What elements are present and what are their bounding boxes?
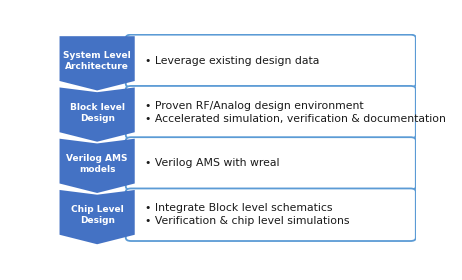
Polygon shape bbox=[60, 87, 135, 142]
Text: • Leverage existing design data: • Leverage existing design data bbox=[145, 56, 319, 66]
FancyBboxPatch shape bbox=[126, 188, 416, 241]
Text: Verilog AMS
models: Verilog AMS models bbox=[67, 154, 128, 174]
Polygon shape bbox=[60, 190, 135, 244]
FancyBboxPatch shape bbox=[126, 35, 416, 87]
Text: • Integrate Block level schematics: • Integrate Block level schematics bbox=[145, 203, 332, 213]
FancyBboxPatch shape bbox=[126, 137, 416, 190]
Text: • Proven RF/Analog design environment: • Proven RF/Analog design environment bbox=[145, 101, 364, 111]
Polygon shape bbox=[60, 36, 135, 90]
Text: • Verification & chip level simulations: • Verification & chip level simulations bbox=[145, 216, 349, 226]
Text: System Level
Architecture: System Level Architecture bbox=[63, 51, 131, 71]
Text: • Accelerated simulation, verification & documentation: • Accelerated simulation, verification &… bbox=[145, 114, 446, 124]
Polygon shape bbox=[60, 139, 135, 193]
Text: Chip Level
Design: Chip Level Design bbox=[71, 206, 123, 225]
Text: Block level
Design: Block level Design bbox=[70, 103, 125, 123]
FancyBboxPatch shape bbox=[126, 86, 416, 139]
Text: • Verilog AMS with wreal: • Verilog AMS with wreal bbox=[145, 158, 279, 169]
